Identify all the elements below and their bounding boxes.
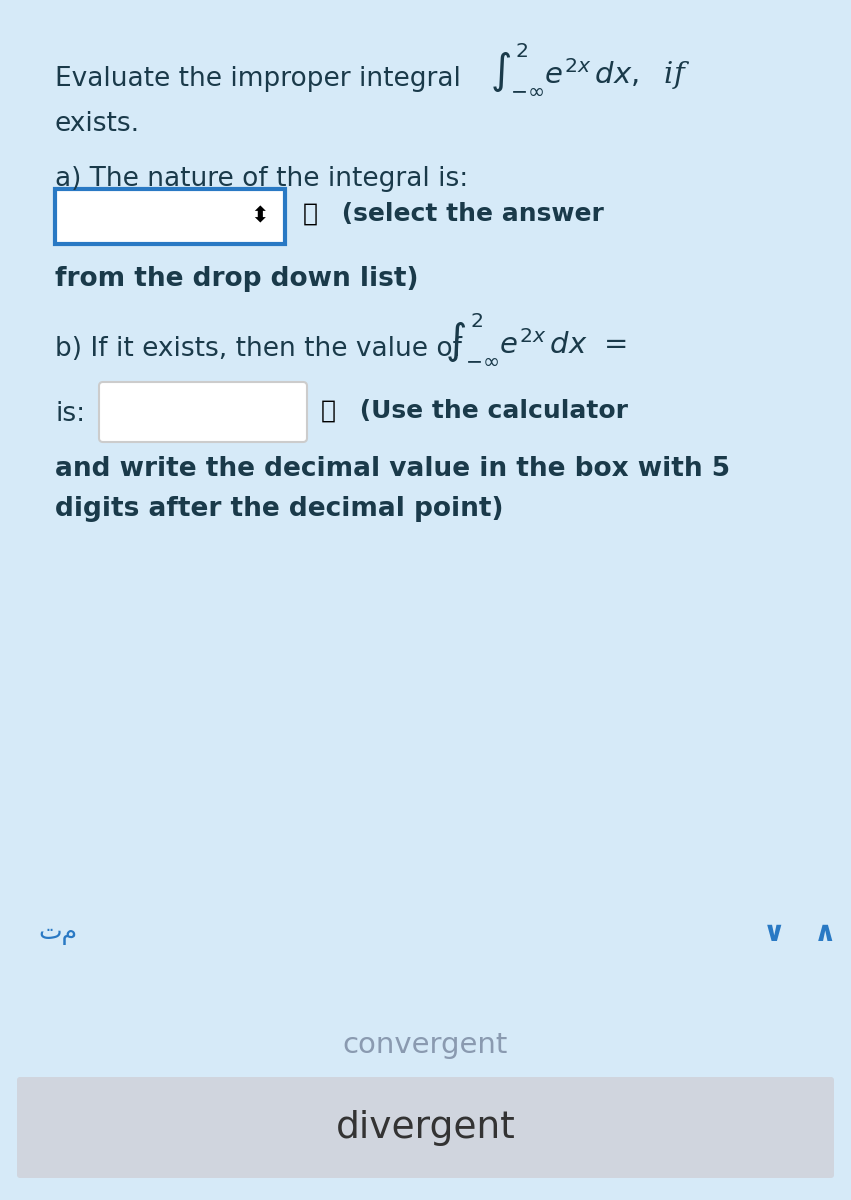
Text: exists.: exists. (55, 110, 140, 137)
Text: convergent: convergent (343, 1031, 508, 1058)
FancyBboxPatch shape (55, 188, 285, 244)
Text: 👉: 👉 (321, 398, 336, 422)
Text: $\int_{-\infty}^{2} e^{2x}\,dx,$  if: $\int_{-\infty}^{2} e^{2x}\,dx,$ if (490, 41, 690, 97)
Text: ∧: ∧ (814, 919, 837, 947)
Text: 👉: 👉 (303, 202, 318, 226)
Text: (select the answer: (select the answer (333, 202, 604, 226)
Text: a) The nature of the integral is:: a) The nature of the integral is: (55, 166, 468, 192)
Text: $\int_{-\infty}^{2} e^{2x}\,dx$  =: $\int_{-\infty}^{2} e^{2x}\,dx$ = (445, 311, 627, 367)
Text: ∨: ∨ (763, 919, 785, 947)
Text: and write the decimal value in the box with 5: and write the decimal value in the box w… (55, 456, 730, 482)
Text: divergent: divergent (335, 1110, 516, 1146)
Text: Evaluate the improper integral: Evaluate the improper integral (55, 66, 461, 92)
Text: digits after the decimal point): digits after the decimal point) (55, 496, 504, 522)
Text: (Use the calculator: (Use the calculator (351, 398, 628, 422)
FancyBboxPatch shape (99, 382, 307, 442)
Text: ⬍: ⬍ (251, 206, 269, 227)
Text: b) If it exists, then the value of: b) If it exists, then the value of (55, 336, 462, 362)
FancyBboxPatch shape (17, 1078, 834, 1178)
Text: is:: is: (55, 401, 85, 427)
Text: from the drop down list): from the drop down list) (55, 266, 419, 292)
Text: تم: تم (38, 922, 77, 946)
